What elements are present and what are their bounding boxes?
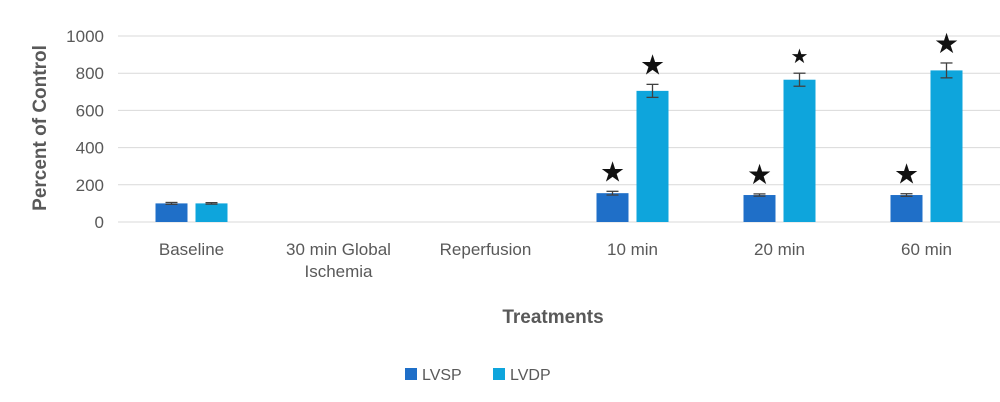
x-category-label: 60 min xyxy=(901,240,952,259)
x-category-label: 10 min xyxy=(607,240,658,259)
bar-lvdp xyxy=(195,203,228,222)
x-axis-title: Treatments xyxy=(502,307,603,328)
bar-lvsp xyxy=(890,195,923,222)
legend-swatch-lvdp xyxy=(493,368,505,380)
bar-lvsp xyxy=(596,193,629,222)
legend-label-lvsp: LVSP xyxy=(422,367,462,384)
x-axis-categories: Baseline 30 min Global Ischemia Reperfusion… xyxy=(159,240,952,281)
x-category-label: 30 min Global Ischemia xyxy=(286,240,391,281)
significance-star: ★ xyxy=(934,27,959,60)
significance-star: ★ xyxy=(640,48,665,81)
x-category-label: Baseline xyxy=(159,240,224,259)
y-axis-title: Percent of Control xyxy=(30,45,51,211)
significance-star: ★ xyxy=(600,155,625,188)
bars: ★ ★ ★ ★ ★ ★ xyxy=(155,27,963,223)
y-tick-label: 800 xyxy=(76,64,104,83)
y-tick-label: 1000 xyxy=(66,27,104,46)
legend: LVSP LVDP xyxy=(405,367,551,384)
legend-swatch-lvsp xyxy=(405,368,417,380)
bar-lvdp xyxy=(783,79,816,223)
significance-star: ★ xyxy=(894,158,919,191)
legend-label-lvdp: LVDP xyxy=(510,367,551,384)
y-tick-label: 600 xyxy=(76,101,104,120)
significance-star: ★ xyxy=(747,158,772,191)
y-tick-label: 200 xyxy=(76,176,104,195)
y-tick-label: 400 xyxy=(76,139,104,158)
gridlines xyxy=(118,35,1000,223)
bar-lvdp xyxy=(930,70,963,222)
bar-lvsp xyxy=(743,195,776,222)
significance-star: ★ xyxy=(791,44,809,68)
x-category-label: 20 min xyxy=(754,240,805,259)
x-category-label: Reperfusion xyxy=(440,240,532,259)
y-tick-label: 0 xyxy=(95,213,104,232)
bar-lvdp xyxy=(636,90,669,223)
y-axis-ticks: 0 200 400 600 800 1000 xyxy=(66,27,104,232)
bar-lvsp xyxy=(155,203,188,222)
